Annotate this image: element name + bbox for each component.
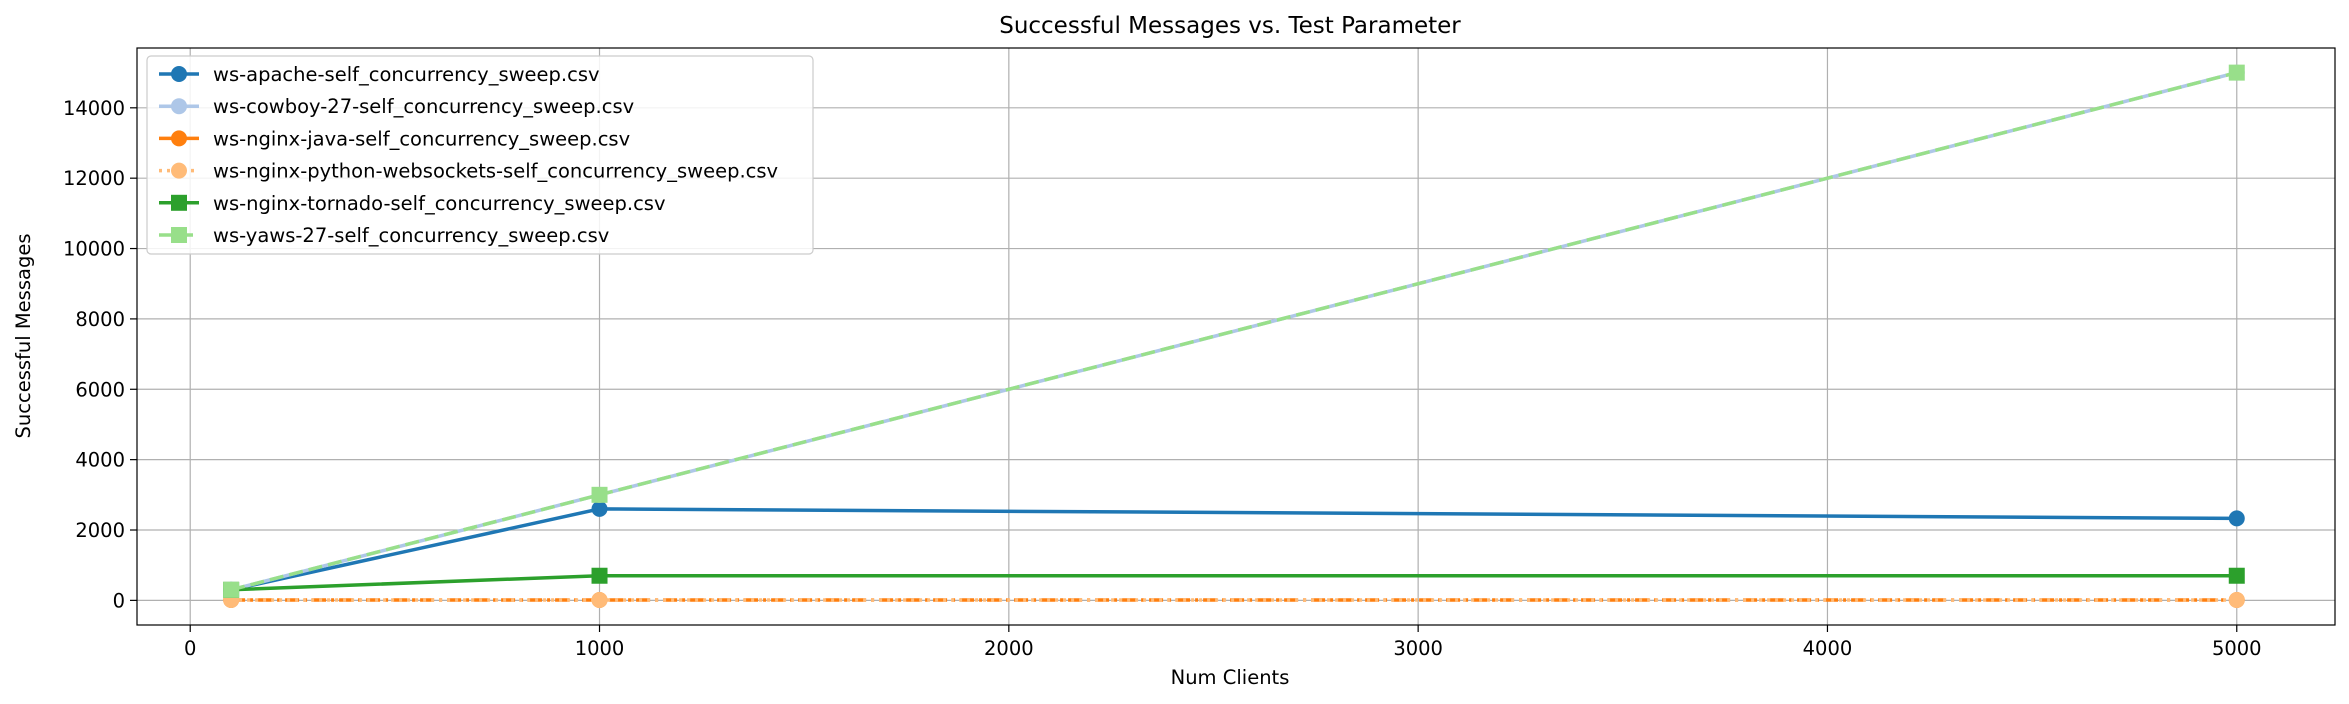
- x-tick-label: 0: [184, 637, 196, 660]
- data-point: [223, 581, 240, 598]
- axis-ticks: 0 1000 2000 3000 4000 5000 0 2000 4000 6000 8000 10…: [63, 97, 2262, 660]
- data-point: [2228, 592, 2245, 609]
- y-tick-label: 8000: [75, 308, 125, 331]
- legend-entry: ws-cowboy-27-self_concurrency_sweep.csv: [159, 95, 634, 118]
- legend-marker: [171, 227, 187, 243]
- data-point: [2228, 510, 2245, 527]
- legend-entry: ws-nginx-python-websockets-self_concurre…: [159, 160, 778, 183]
- legend-box: [146, 55, 814, 255]
- data-point: [591, 592, 608, 609]
- y-tick-label: 6000: [75, 378, 125, 401]
- y-tick-label: 4000: [75, 449, 125, 472]
- data-point: [591, 486, 608, 503]
- legend: ws-apache-self_concurrency_sweep.csv ws-c…: [146, 55, 814, 255]
- legend-label: ws-nginx-java-self_concurrency_sweep.csv: [213, 127, 630, 150]
- data-point: [591, 500, 608, 517]
- legend-label: ws-cowboy-27-self_concurrency_sweep.csv: [213, 95, 634, 118]
- legend-marker: [171, 162, 187, 179]
- legend-label: ws-apache-self_concurrency_sweep.csv: [213, 63, 600, 86]
- x-tick-label: 1000: [575, 637, 625, 660]
- legend-entry: ws-yaws-27-self_concurrency_sweep.csv: [159, 224, 609, 247]
- legend-entry: ws-apache-self_concurrency_sweep.csv: [159, 63, 600, 86]
- legend-label: ws-nginx-python-websockets-self_concurre…: [213, 160, 778, 183]
- legend-marker: [171, 98, 187, 115]
- legend-entry: ws-nginx-tornado-self_concurrency_sweep.…: [159, 192, 666, 215]
- x-tick-label: 5000: [2212, 637, 2262, 660]
- series-layer: [223, 64, 2245, 609]
- x-axis-label: Num Clients: [1171, 666, 1290, 689]
- data-point: [2228, 567, 2245, 584]
- chart-title: Successful Messages vs. Test Parameter: [999, 13, 1461, 39]
- legend-label: ws-nginx-tornado-self_concurrency_sweep.…: [213, 192, 666, 215]
- legend-entry: ws-nginx-java-self_concurrency_sweep.csv: [159, 127, 630, 150]
- y-tick-label: 12000: [63, 167, 125, 190]
- y-tick-label: 10000: [63, 238, 125, 261]
- y-tick-label: 0: [113, 589, 125, 612]
- x-tick-label: 4000: [1803, 637, 1853, 660]
- series-6: [223, 64, 2245, 598]
- x-tick-label: 3000: [1393, 637, 1443, 660]
- legend-marker: [171, 194, 187, 211]
- data-point: [591, 567, 608, 584]
- data-point: [2228, 64, 2245, 81]
- y-axis-label: Successful Messages: [12, 234, 35, 439]
- plot-frame: [136, 47, 2336, 626]
- legend-label: ws-yaws-27-self_concurrency_sweep.csv: [213, 224, 609, 247]
- y-tick-label: 14000: [63, 97, 125, 120]
- legend-marker: [171, 66, 187, 82]
- x-tick-label: 2000: [984, 637, 1034, 660]
- y-tick-label: 2000: [75, 519, 125, 542]
- legend-marker: [171, 130, 187, 147]
